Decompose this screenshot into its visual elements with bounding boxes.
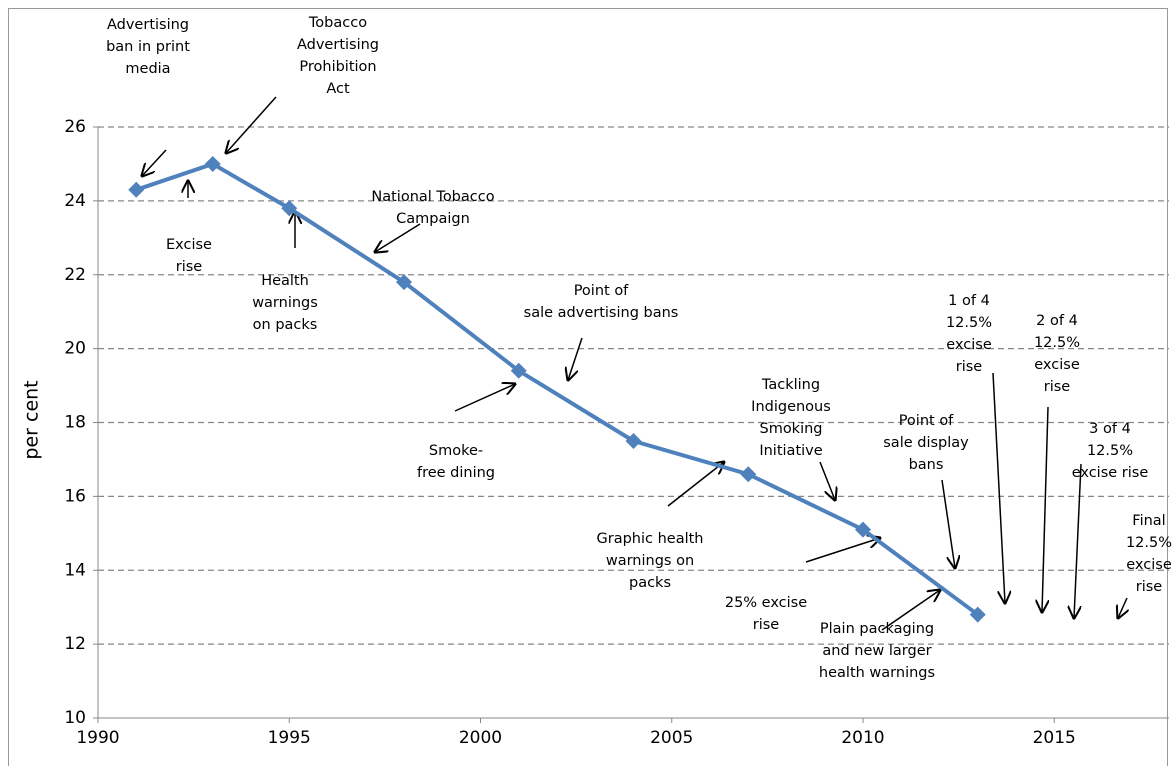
annotation: rise (176, 259, 203, 275)
annotation: Excise (166, 237, 212, 253)
x-tick-label: 2010 (841, 728, 884, 748)
annotation: media (125, 61, 170, 77)
arrow (568, 337, 583, 380)
annotation: rise (753, 617, 780, 633)
arrow (454, 384, 515, 412)
annotation: Smoke- (429, 443, 483, 459)
annotation: rise (1136, 579, 1163, 595)
annotation: 12.5% (946, 315, 992, 331)
annotation: Point of (899, 413, 954, 429)
annotation: Campaign (396, 211, 470, 227)
annotation: excise (1034, 357, 1080, 373)
annotation: 12.5% (1034, 335, 1080, 351)
annotation: Initiative (759, 443, 822, 459)
annotation: rise (956, 359, 983, 375)
marker (396, 274, 412, 291)
annotation: 25% excise (725, 595, 807, 611)
y-tick-label: 14 (64, 560, 86, 580)
y-tick-label: 22 (64, 265, 86, 285)
y-tick-label: 24 (64, 191, 86, 211)
annotation: 2 of 4 (1036, 313, 1078, 329)
x-tick-label: 1990 (76, 728, 119, 748)
x-tick-label: 2015 (1033, 728, 1076, 748)
marker (855, 521, 871, 538)
arrow (881, 590, 940, 631)
annotation: excise (1126, 557, 1172, 573)
annotation: Health (261, 273, 309, 289)
arrow (375, 223, 421, 252)
annotation: Plain packaging (820, 621, 934, 637)
marker (510, 362, 527, 379)
arrow (1074, 463, 1082, 618)
y-tick-label: 12 (64, 634, 86, 654)
annotation: sale display (883, 435, 969, 451)
arrow (1042, 406, 1048, 612)
annotation: sale advertising bans (524, 305, 679, 321)
annotation: ban in print (106, 39, 190, 55)
annotation: health warnings (819, 665, 935, 681)
arrow (667, 462, 724, 507)
annotation: Prohibition (299, 59, 376, 75)
marker (740, 466, 757, 483)
y-tick-label: 16 (64, 486, 86, 506)
arrow (805, 538, 880, 563)
y-tick-label: 10 (64, 708, 86, 728)
annotation: bans (909, 457, 944, 473)
y-tick-label: 20 (64, 339, 86, 359)
marker (625, 432, 642, 449)
annotation: 3 of 4 (1089, 421, 1131, 437)
plot: 10 12 14 16 18 20 22 24 26 1990 1995 2000 2005 2010 20… (64, 117, 1169, 748)
arrow (992, 372, 1005, 603)
annotation: 1 of 4 (948, 293, 990, 309)
y-tick-label: 26 (64, 117, 86, 137)
annotation: Advertising (297, 37, 379, 53)
marker (128, 181, 145, 198)
annotation: rise (1044, 379, 1071, 395)
annotation-arrows (142, 96, 1127, 631)
arrow (226, 96, 277, 153)
annotation: Indigenous (751, 399, 831, 415)
x-tick-label: 2000 (459, 728, 502, 748)
annotation: warnings (252, 295, 318, 311)
annotation: excise (946, 337, 992, 353)
annotation: Point of (574, 283, 629, 299)
arrow (142, 149, 167, 176)
annotation: National Tobacco (371, 189, 494, 205)
annotation: Graphic health (597, 531, 704, 547)
x-tick-label: 1995 (268, 728, 311, 748)
marker (281, 200, 298, 217)
annotation: Advertising (107, 17, 189, 33)
annotation: free dining (417, 465, 495, 481)
y-axis-label: per cent (21, 380, 43, 459)
annotation: Final (1132, 513, 1165, 529)
y-tick-label: 18 (64, 413, 86, 433)
x-tick-label: 2005 (650, 728, 693, 748)
annotation: 12.5% (1126, 535, 1172, 551)
arrow (1118, 597, 1127, 618)
annotation: Tobacco (308, 15, 367, 31)
annotation: Smoking (759, 421, 822, 437)
annotation: Act (326, 81, 350, 97)
marker (204, 155, 221, 172)
annotation: packs (629, 575, 671, 591)
arrow (819, 461, 835, 500)
annotation: excise rise (1072, 465, 1149, 481)
annotation: 12.5% (1087, 443, 1133, 459)
arrow (941, 479, 955, 568)
frame (8, 8, 1168, 766)
annotation: and new larger (822, 643, 931, 659)
annotation: warnings on (606, 553, 694, 569)
annotation: Tackling (761, 377, 820, 393)
annotation: on packs (253, 317, 318, 333)
marker (969, 606, 986, 623)
